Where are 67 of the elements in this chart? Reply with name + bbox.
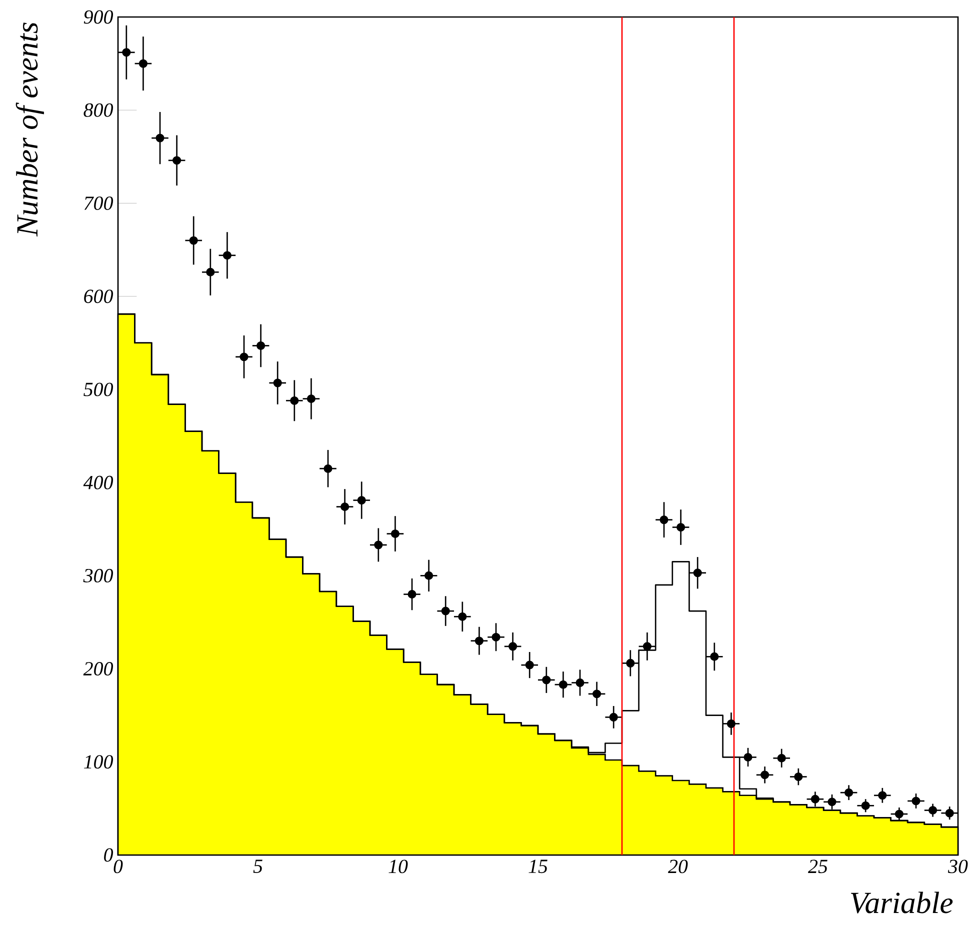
- y-tick-label: 700: [84, 196, 114, 210]
- y-tick-label: 200: [83, 662, 114, 676]
- x-axis-title: Variable: [850, 892, 953, 914]
- point: [240, 352, 248, 362]
- y-tick-label: 800: [84, 103, 114, 117]
- point: [777, 754, 786, 762]
- point: [726, 719, 736, 728]
- point: [878, 791, 887, 800]
- point: [642, 642, 652, 651]
- point: [744, 752, 752, 762]
- point: [324, 464, 332, 473]
- y-tick-label: 0: [104, 848, 114, 862]
- point: [794, 772, 803, 782]
- x-tick-label: 10: [388, 860, 408, 874]
- point: [374, 540, 383, 550]
- point: [458, 612, 467, 621]
- point: [626, 658, 635, 668]
- x-tick-label: 25: [808, 860, 828, 874]
- point: [844, 788, 854, 797]
- point: [861, 801, 870, 810]
- point: [138, 59, 148, 68]
- point: [912, 796, 920, 806]
- point: [340, 502, 350, 512]
- point: [710, 652, 719, 661]
- point: [760, 770, 770, 780]
- point: [189, 236, 198, 245]
- y-tick-label: 400: [83, 476, 114, 490]
- y-tick-label: 600: [84, 290, 114, 304]
- point: [474, 636, 484, 646]
- point: [290, 396, 299, 405]
- point: [693, 568, 702, 578]
- point: [525, 660, 534, 670]
- x-tick-label: 5: [253, 860, 262, 873]
- x-tick-label: 15: [528, 860, 548, 874]
- point: [828, 798, 836, 806]
- y-tick-label: 100: [84, 755, 114, 769]
- point: [390, 529, 400, 538]
- x-tick-label: 20: [668, 860, 688, 874]
- point: [592, 690, 602, 698]
- point: [676, 522, 686, 532]
- point: [172, 156, 182, 165]
- y-tick-label: 900: [84, 10, 114, 24]
- point: [576, 678, 584, 688]
- y-tick-label: 500: [84, 382, 114, 396]
- point: [945, 808, 954, 818]
- point: [357, 496, 366, 505]
- x-tick-label: 0: [114, 860, 123, 874]
- y-axis-title: Number of events: [16, 22, 44, 237]
- point: [306, 394, 316, 404]
- point: [508, 642, 518, 651]
- point: [222, 251, 232, 260]
- point: [810, 794, 820, 804]
- point: [424, 571, 434, 580]
- point: [492, 632, 500, 642]
- point: [441, 606, 450, 616]
- x-tick-label: 30: [948, 860, 968, 874]
- point: [609, 712, 618, 722]
- point: [408, 590, 416, 599]
- point: [660, 516, 668, 524]
- point: [542, 676, 551, 684]
- point: [558, 680, 568, 689]
- point: [122, 48, 131, 57]
- point: [273, 378, 282, 388]
- y-tick-label: 300: [83, 568, 114, 582]
- point: [156, 134, 164, 142]
- point: [206, 268, 215, 276]
- point: [256, 341, 266, 350]
